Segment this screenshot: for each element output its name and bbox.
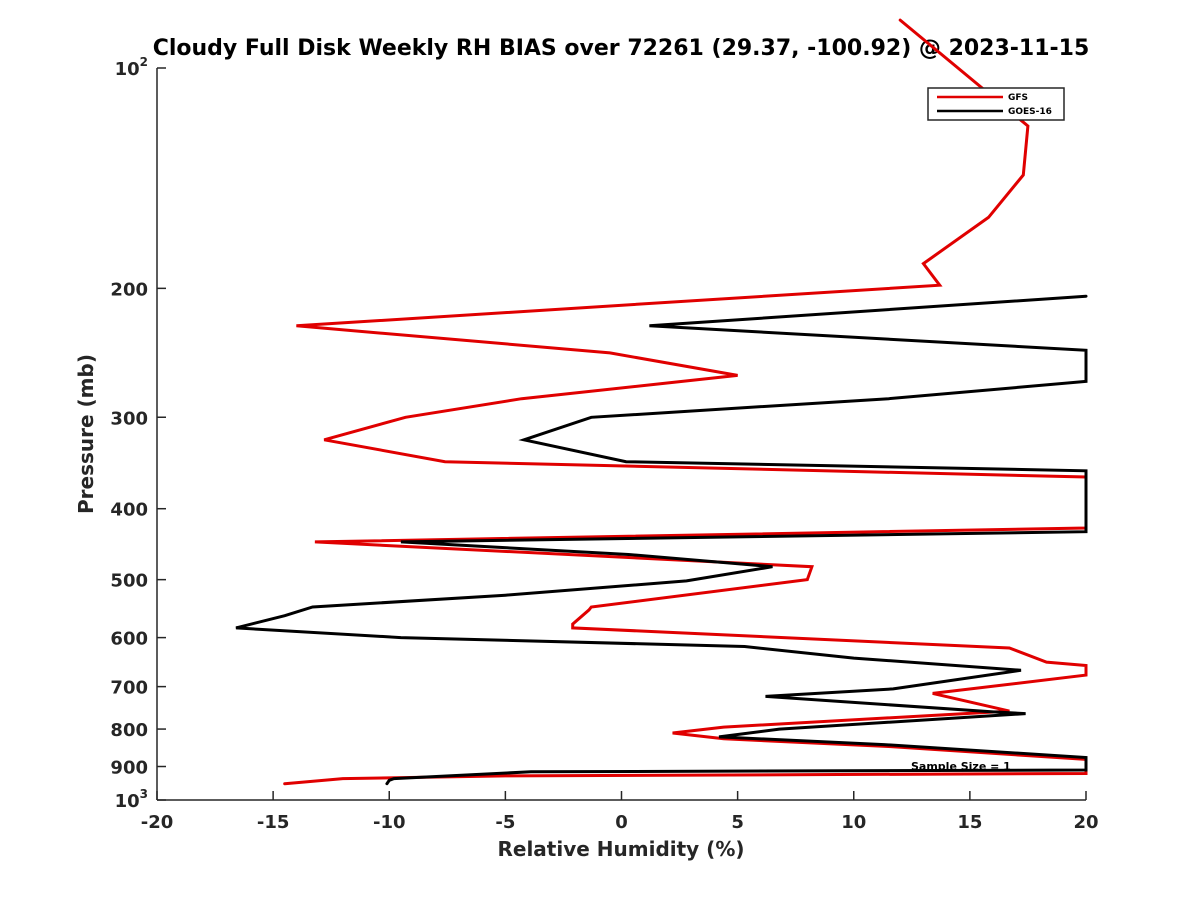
plot-area (157, 68, 1086, 800)
legend-box (927, 87, 1065, 121)
x-axis-label: Relative Humidity (%) (497, 837, 744, 861)
x-tick-label: -15 (257, 812, 290, 833)
x-tick-label: 5 (731, 812, 744, 833)
y-tick-label: 103 (115, 787, 148, 812)
series-line-goes16 (235, 294, 1088, 786)
x-ticks: -20 -15 -10 -5 0 5 10 15 20 (141, 791, 1099, 833)
y-tick-label: 500 (110, 571, 148, 592)
legend-label-gfs: GFS (1008, 93, 1028, 103)
y-tick-label: 600 (110, 629, 148, 650)
x-tick-label: 10 (841, 812, 866, 833)
y-tick-label: 400 (110, 500, 148, 521)
x-tick-label: 15 (957, 812, 982, 833)
x-tick-label: 20 (1073, 812, 1098, 833)
y-axis-label: Pressure (mb) (74, 354, 98, 514)
x-tick-label: -20 (141, 812, 174, 833)
legend-label-goes16: GOES-16 (1008, 107, 1052, 117)
x-tick-label: -5 (495, 812, 515, 833)
x-tick-label: 0 (615, 812, 628, 833)
y-tick-label: 800 (110, 720, 148, 741)
y-tick-label: 700 (110, 678, 148, 699)
sample-size-annotation: Sample Size = 1 (911, 760, 1011, 773)
x-tick-label: -10 (373, 812, 406, 833)
chart-title: Cloudy Full Disk Weekly RH BIAS over 722… (153, 36, 1090, 61)
y-tick-label: 102 (115, 55, 148, 80)
y-tick-label: 200 (110, 279, 148, 300)
y-tick-label: 900 (110, 758, 148, 779)
plot-area-background (157, 68, 1086, 800)
legend: GFS GOES-16 (927, 87, 1065, 121)
y-ticks: 102 200 300 400 500 600 700 800 900 103 (110, 55, 166, 812)
series-line-gfs (283, 18, 1088, 786)
y-tick-label: 300 (110, 408, 148, 429)
series-layer (235, 18, 1088, 786)
